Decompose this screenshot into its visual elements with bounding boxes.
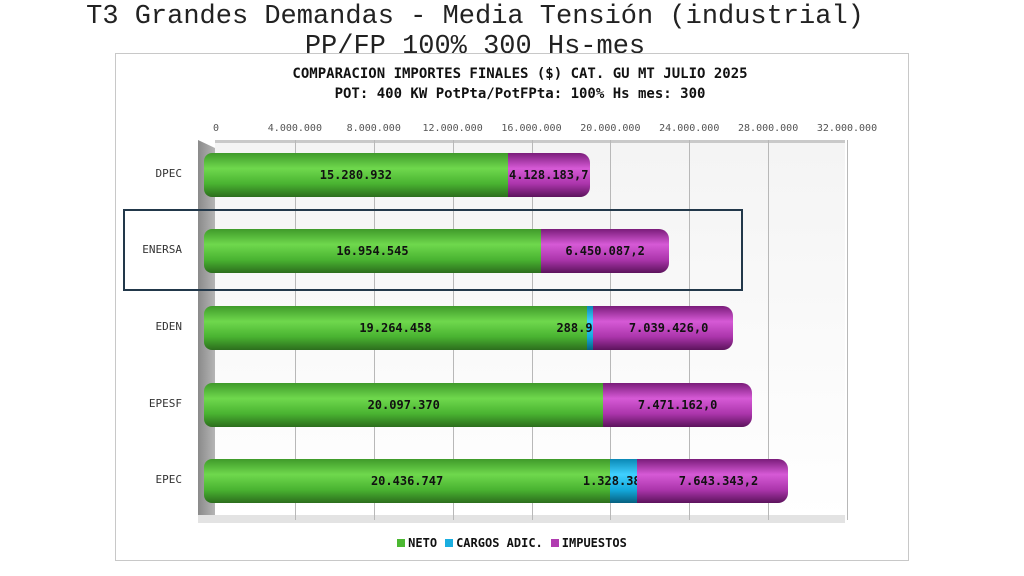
legend-label: NETO [408, 536, 438, 550]
bar-cargos [610, 459, 637, 503]
category-label: EPESF [148, 397, 182, 410]
bar-cargos [586, 306, 593, 350]
category-label: DPEC [155, 167, 183, 180]
category-label: EPEC [155, 473, 183, 486]
legend-label: IMPUESTOS [561, 536, 627, 550]
bar-neto [204, 229, 541, 273]
data-label: 16.954.545 [336, 244, 409, 258]
x-tick-label: 28.000.000 [738, 123, 799, 134]
chart-subtitle: POT: 400 KW PotPta/PotFPta: 100% Hs mes:… [334, 86, 706, 102]
x-tick-label: 32.000.000 [816, 123, 878, 134]
data-label: 15.280.932 [319, 168, 392, 182]
x-tick-label: 8.000.000 [346, 123, 401, 134]
data-label: 4.128.183,7 [508, 168, 589, 182]
data-label: 7.471.162,0 [637, 398, 718, 412]
legend-item: IMPUESTOS [550, 536, 627, 550]
data-label: 6.450.087,2 [565, 244, 645, 258]
x-tick-label: 24.000.000 [659, 123, 720, 134]
category-label: ENERSA [142, 243, 182, 256]
data-label: 20.436.747 [370, 474, 444, 488]
category-label: EDEN [155, 320, 183, 333]
legend-item: CARGOS ADIC. [445, 536, 543, 550]
bar-neto [204, 153, 508, 197]
data-label: 1.328.389 [582, 474, 648, 488]
bar-imp [507, 153, 590, 197]
highlight-box [123, 209, 743, 291]
bar-imp [636, 459, 789, 503]
legend-swatch [445, 539, 454, 547]
slide-title: T3 Grandes Demandas - Media Tensión (ind… [86, 2, 864, 32]
data-label: 20.097.370 [367, 398, 440, 412]
data-label: 7.039.426,0 [628, 321, 709, 335]
data-label: 19.264.458 [359, 321, 432, 335]
bar-neto [204, 459, 611, 503]
bar-imp [540, 229, 670, 273]
legend-swatch [397, 539, 406, 547]
x-tick-label: 4.000.000 [267, 123, 322, 134]
x-tick-label: 12.000.000 [422, 123, 483, 134]
gridline [847, 140, 848, 520]
data-label: 7.643.343,2 [678, 474, 759, 488]
bar-imp [592, 306, 733, 350]
bar-neto [204, 306, 587, 350]
legend-swatch [550, 539, 559, 547]
gridline [768, 140, 770, 520]
legend-label: CARGOS ADIC. [456, 536, 543, 550]
legend: NETO CARGOS ADIC. IMPUESTOS [0, 536, 1024, 550]
legend-item: NETO [397, 536, 437, 550]
plot-floor [198, 515, 845, 523]
chart-title: COMPARACION IMPORTES FINALES ($) CAT. GU… [292, 66, 748, 82]
x-tick-label: 16.000.000 [501, 123, 562, 134]
bar-imp [603, 383, 752, 427]
x-tick-label: 0 [212, 123, 220, 134]
x-tick-label: 20.000.000 [580, 123, 641, 134]
bar-neto [204, 383, 604, 427]
